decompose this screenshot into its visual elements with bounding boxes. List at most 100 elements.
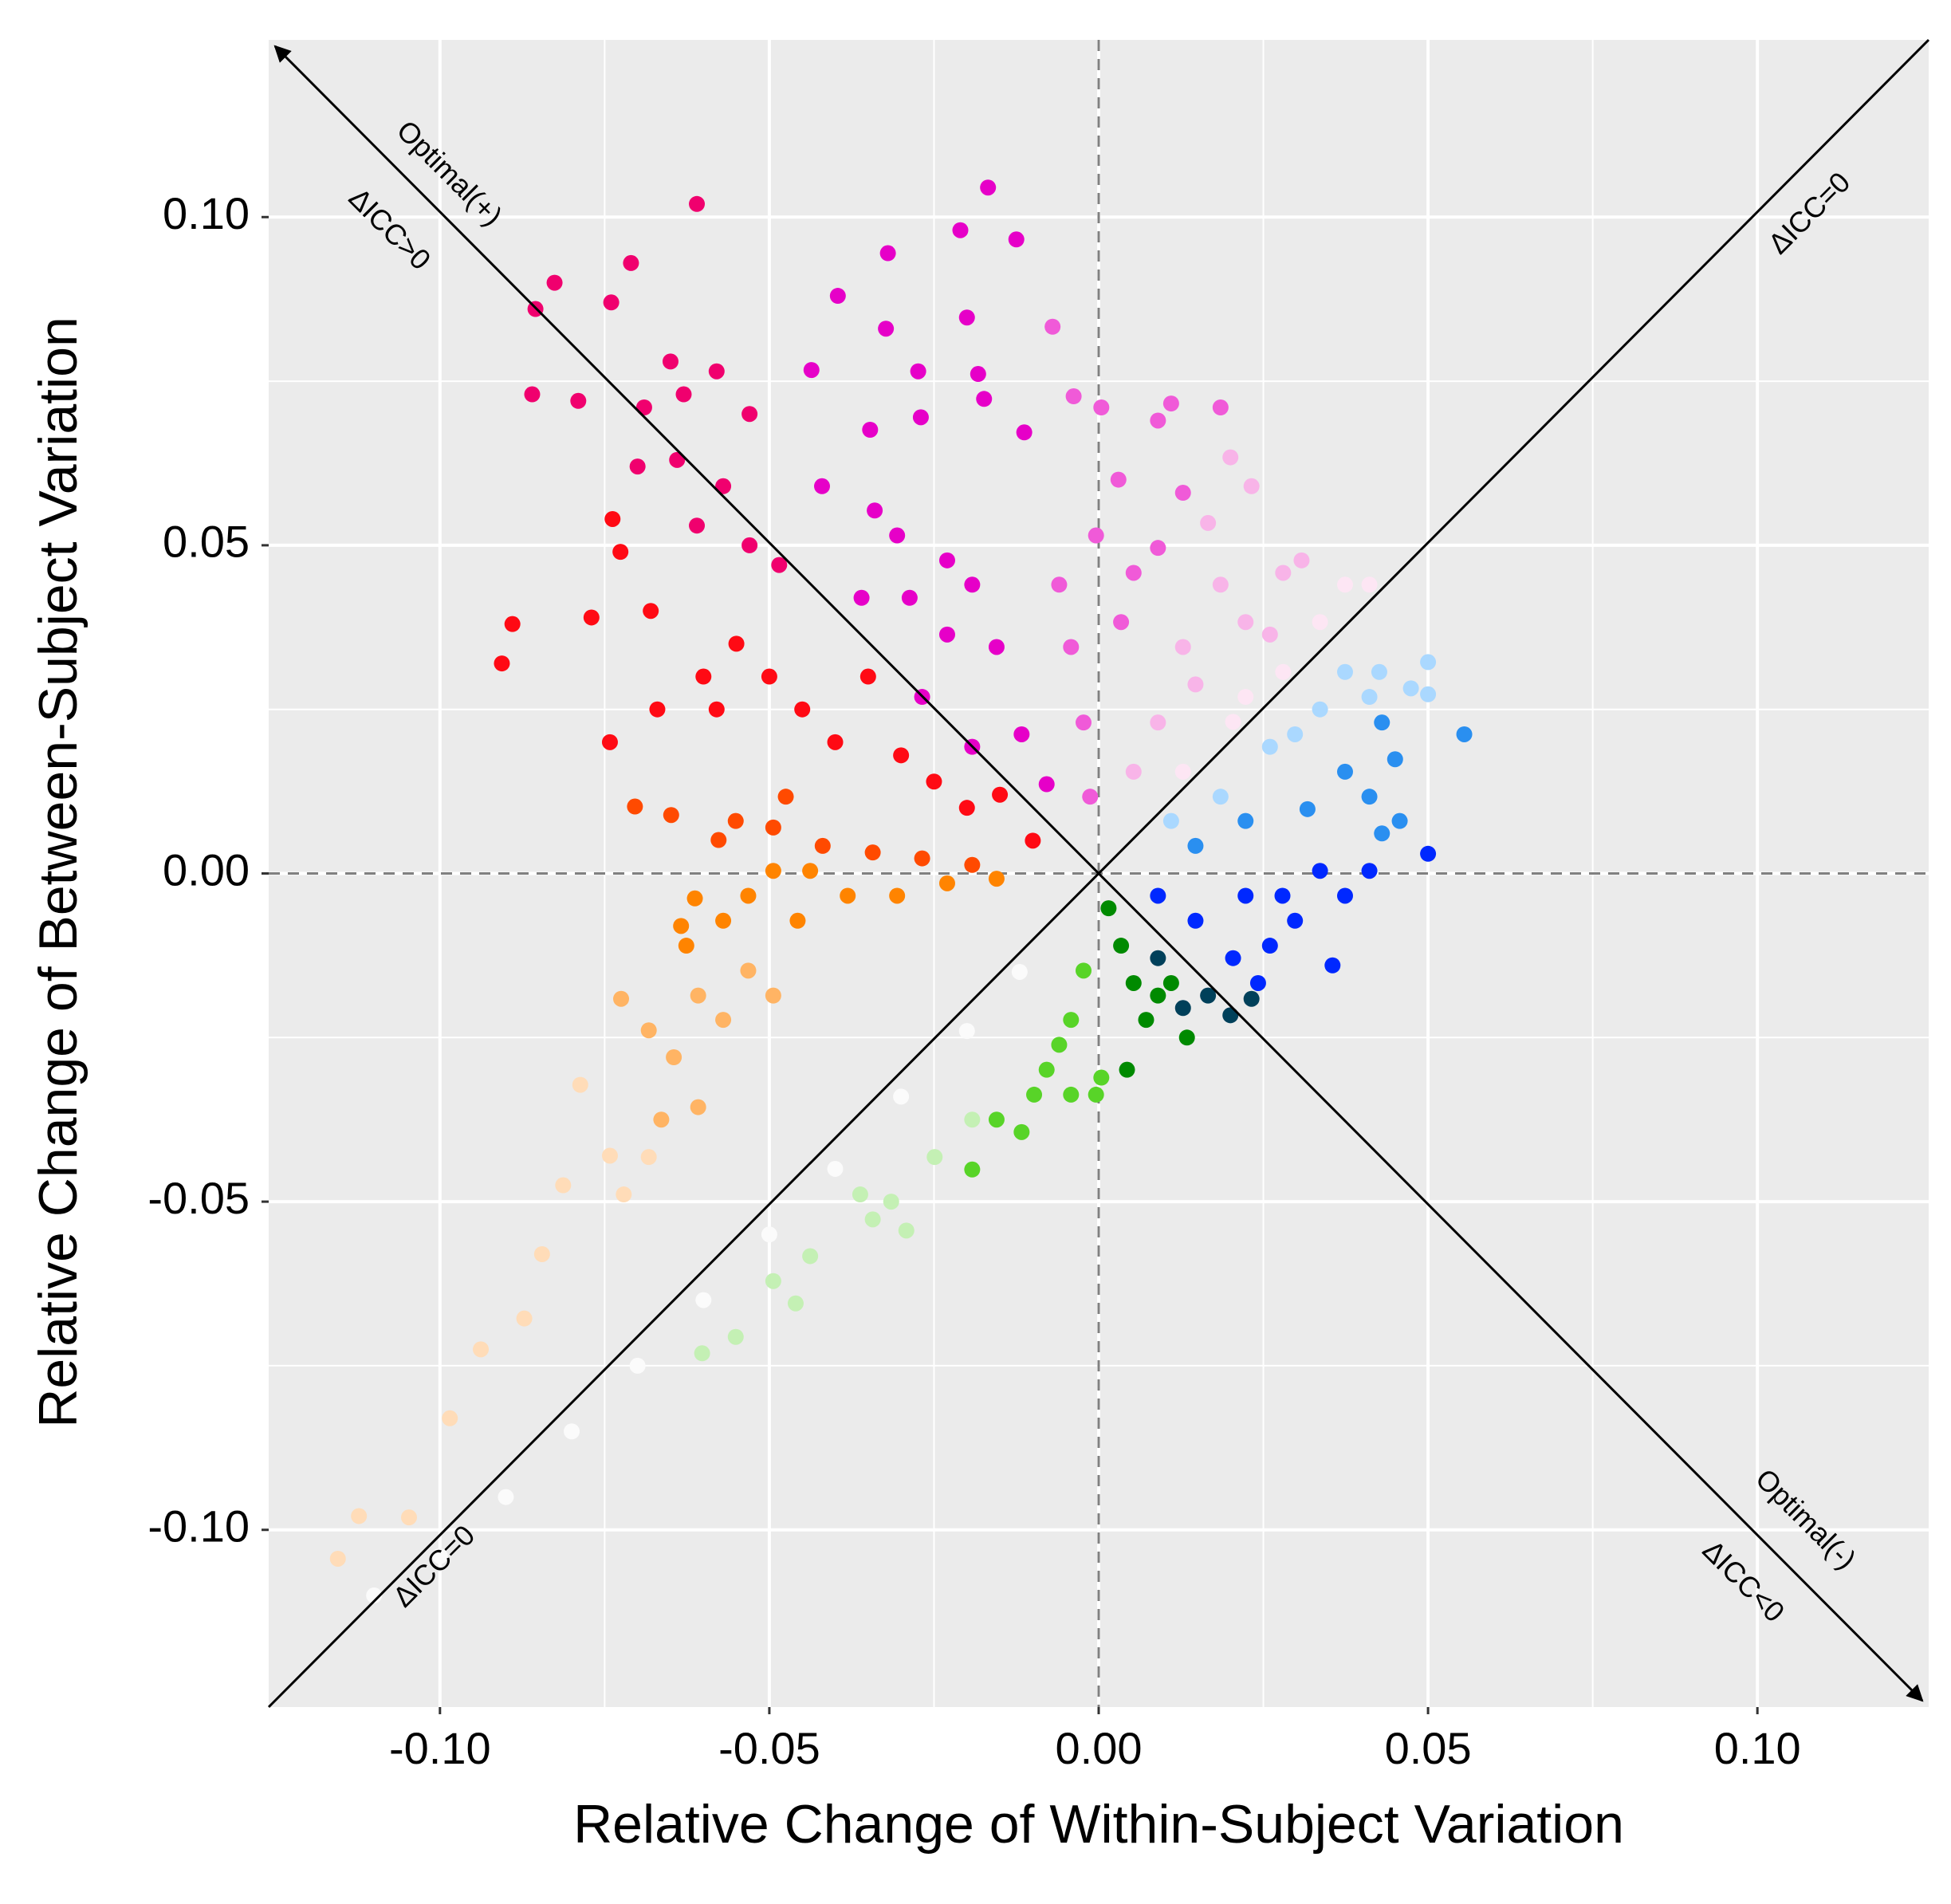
x-tick-label: -0.05: [718, 1723, 820, 1773]
point: [640, 1149, 657, 1166]
point: [914, 850, 930, 867]
point: [988, 871, 1005, 887]
point: [1178, 1029, 1195, 1046]
point: [964, 576, 981, 593]
point: [1225, 950, 1241, 966]
point: [889, 887, 906, 904]
point: [901, 589, 918, 606]
point: [765, 987, 781, 1004]
point: [640, 1022, 657, 1039]
point: [926, 1149, 943, 1166]
point: [604, 510, 621, 527]
point: [498, 1489, 514, 1505]
point: [938, 626, 955, 643]
point: [1371, 663, 1387, 680]
point: [612, 544, 629, 561]
point: [1008, 231, 1025, 248]
point: [715, 1012, 732, 1029]
point: [964, 856, 981, 873]
point: [1063, 1012, 1080, 1029]
point: [564, 1423, 580, 1440]
point: [616, 1186, 632, 1203]
point: [1374, 825, 1390, 842]
point: [883, 1194, 899, 1210]
point: [1222, 449, 1239, 466]
point: [675, 386, 692, 403]
point: [516, 1310, 533, 1327]
point: [686, 890, 703, 907]
point: [794, 701, 811, 718]
point: [1261, 738, 1278, 755]
point: [1187, 676, 1204, 693]
point: [740, 887, 757, 904]
point: [827, 1160, 844, 1177]
point: [627, 798, 643, 815]
point: [1420, 845, 1437, 862]
diagonal-arrow-line: [273, 45, 1924, 1702]
point: [1336, 887, 1353, 904]
y-tick-label: -0.05: [148, 1173, 250, 1223]
point: [741, 406, 758, 423]
point: [1299, 801, 1316, 817]
point: [1293, 552, 1310, 568]
point: [958, 309, 975, 326]
point: [1391, 812, 1408, 829]
point: [741, 537, 758, 553]
point: [643, 603, 659, 620]
point: [878, 321, 895, 337]
point: [1075, 714, 1092, 731]
point: [1387, 751, 1403, 768]
point: [802, 863, 819, 879]
point: [740, 962, 757, 979]
point: [938, 552, 955, 568]
point: [1088, 1086, 1104, 1103]
point: [623, 254, 639, 271]
point: [1249, 974, 1266, 991]
point: [1212, 576, 1229, 593]
point: [1125, 565, 1142, 581]
point: [864, 1211, 881, 1228]
point: [1026, 1086, 1043, 1103]
point: [494, 655, 510, 672]
point: [889, 527, 906, 544]
point: [765, 863, 781, 879]
point: [1100, 900, 1117, 917]
point: [1237, 887, 1254, 904]
point: [898, 1222, 915, 1239]
point: [980, 179, 997, 196]
point: [673, 918, 690, 934]
point: [555, 1177, 572, 1194]
point: [879, 245, 896, 262]
point: [1013, 726, 1030, 742]
point: [715, 912, 732, 929]
point: [761, 668, 777, 685]
point: [1275, 565, 1292, 581]
point: [893, 1088, 910, 1105]
point: [1374, 714, 1390, 731]
point: [910, 363, 926, 380]
point: [629, 1357, 646, 1374]
point: [1113, 938, 1130, 954]
point: [603, 294, 620, 311]
point: [1065, 388, 1082, 405]
point: [912, 409, 929, 426]
point: [695, 1292, 712, 1308]
point: [852, 1186, 868, 1203]
point: [1150, 987, 1166, 1004]
y-tick-label: 0.05: [163, 517, 250, 567]
point: [964, 1161, 981, 1178]
point: [802, 1248, 819, 1265]
point: [653, 1111, 670, 1128]
point: [1082, 789, 1099, 805]
point: [1044, 318, 1061, 335]
point: [814, 837, 831, 854]
point: [1051, 576, 1068, 593]
x-tick-label: 0.05: [1385, 1723, 1472, 1773]
point: [678, 938, 694, 954]
point: [1125, 763, 1142, 780]
point: [546, 274, 563, 291]
point: [1336, 663, 1353, 680]
point: [1361, 789, 1378, 805]
point: [1075, 962, 1092, 979]
point: [859, 668, 876, 685]
